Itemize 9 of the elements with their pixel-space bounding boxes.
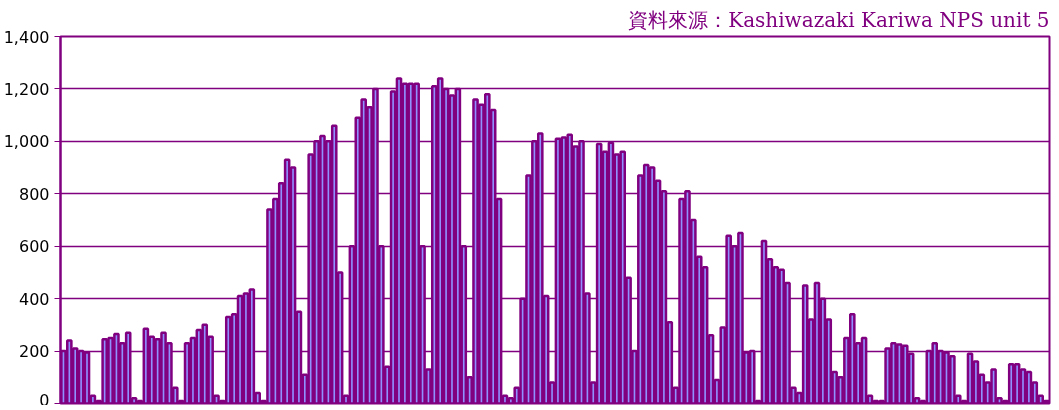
source-note: 資料來源：Kashiwazaki Kariwa NPS unit 5 bbox=[628, 7, 1050, 32]
y-tick-label: 400 bbox=[18, 289, 50, 309]
y-tick-label: 1,200 bbox=[3, 79, 50, 99]
y-tick-label: 800 bbox=[18, 184, 50, 204]
y-tick-label: 200 bbox=[18, 342, 50, 362]
y-tick-label: 1,400 bbox=[3, 27, 50, 47]
y-tick-label: 600 bbox=[18, 237, 50, 257]
y-tick-label: 0 bbox=[39, 390, 50, 410]
y-tick-label: 1,000 bbox=[3, 132, 50, 152]
